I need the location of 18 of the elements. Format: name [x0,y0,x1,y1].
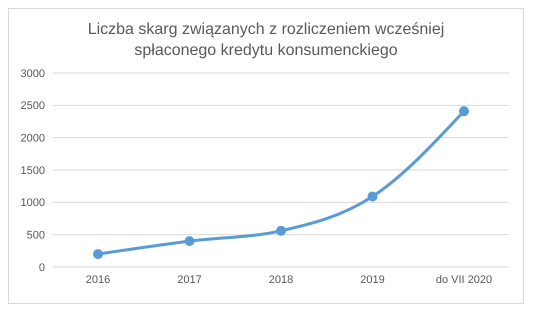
y-tick-label: 3000 [20,68,45,80]
x-tick-label: 2016 [86,274,110,286]
point [368,192,378,202]
point [276,226,286,236]
y-tick-label: 2500 [20,100,45,112]
y-tick-label: 0 [38,262,45,274]
x-tick-label: 2018 [268,274,294,286]
point [184,236,194,246]
y-tick-label: 1500 [20,164,45,177]
point [459,106,469,116]
point [93,249,103,260]
x-tick-label: do VII 2020 [436,274,492,286]
x-tick-label: 2019 [360,274,385,286]
y-tick-label: 2000 [20,132,45,145]
y-tick-label: 1000 [20,197,45,210]
y-tick-label: 500 [26,230,45,242]
x-tick-label: 2017 [177,274,202,286]
chart-title: Liczba skarg związanych z rozliczeniem wcześniej spłaconego kredytu konsumenckiego [86,20,446,61]
